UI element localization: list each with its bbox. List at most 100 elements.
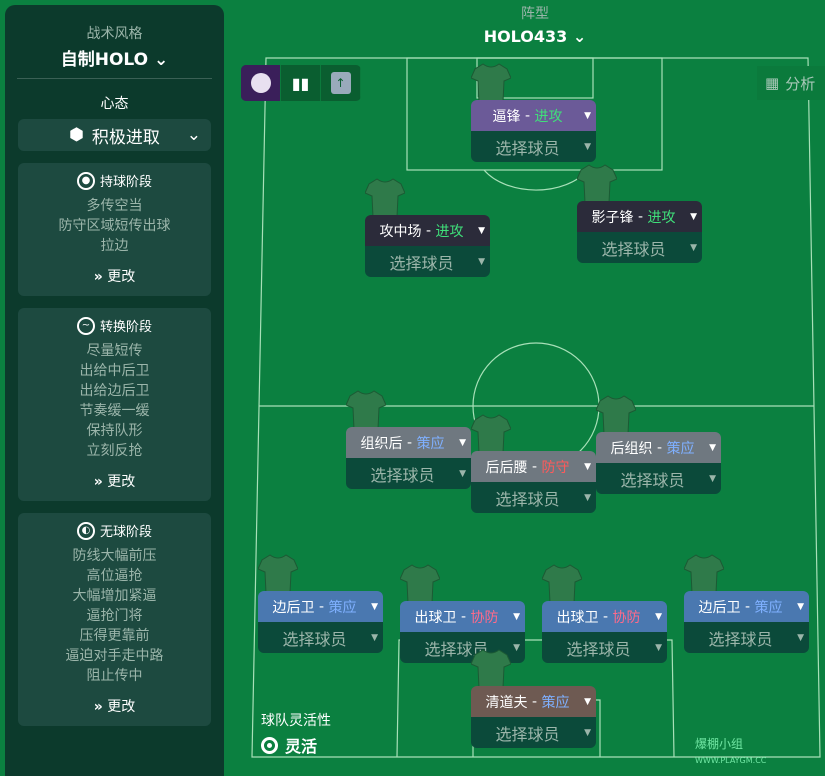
player-select[interactable]: 选择球员 ▼ — [596, 463, 721, 494]
formation-value: HOLO433 — [483, 27, 568, 46]
formation-label: 阵型 — [521, 6, 549, 22]
role-dropdown[interactable]: 后组织 - 策应 ▼ — [596, 432, 721, 463]
duty-name: 策应 — [541, 694, 570, 711]
change-button[interactable]: » 更改 — [18, 266, 211, 286]
role-dropdown[interactable]: 逼锋 - 进攻 ▼ — [471, 100, 596, 131]
tactic-style-dropdown[interactable]: 自制HOLO ⌄ — [5, 45, 224, 70]
position-slot: 攻中场 - 进攻 ▼ 选择球员 ▼ — [364, 177, 490, 277]
divider — [17, 78, 212, 79]
defense-icon: ◐ — [76, 521, 95, 540]
phase-instruction: 逼抢门将 — [86, 608, 143, 624]
role-dropdown[interactable]: 边后卫 - 策应 ▼ — [258, 591, 383, 622]
phase-instruction: 大幅增加紧逼 — [72, 588, 157, 604]
duty-name: 进攻 — [534, 108, 563, 125]
player-select[interactable]: 选择球员 ▼ — [684, 622, 809, 653]
role-dropdown[interactable]: 攻中场 - 进攻 ▼ — [365, 215, 490, 246]
role-name: 边后卫 — [698, 599, 741, 616]
instructions-view-button[interactable]: ↑ — [321, 65, 361, 101]
caret-down-icon: ▼ — [797, 601, 804, 612]
position-slot: 后组织 - 策应 ▼ 选择球员 ▼ — [595, 394, 721, 494]
change-button[interactable]: » 更改 — [18, 696, 211, 716]
formation-header: 阵型 HOLO433 ⌄ — [400, 3, 670, 46]
player-select-label: 选择球员 — [424, 639, 489, 659]
shirt-icon — [399, 564, 441, 604]
phase-instruction: 多传空当 — [86, 198, 143, 214]
flexibility-value: 灵活 — [285, 737, 318, 756]
analysis-button[interactable]: ▦ 分析 — [757, 66, 825, 100]
caret-down-icon: ▼ — [584, 492, 591, 503]
phase-title: 无球阶段 — [99, 525, 152, 540]
player-select-label: 选择球员 — [370, 465, 435, 485]
shirt-icon — [541, 564, 583, 604]
phase-instruction: 保持队形 — [86, 423, 143, 439]
formation-dropdown[interactable]: HOLO433 ⌄ — [400, 27, 670, 46]
role-dropdown[interactable]: 边后卫 - 策应 ▼ — [684, 591, 809, 622]
phase-instruction: 立刻反抢 — [86, 443, 143, 459]
duty-name: 协防 — [470, 609, 499, 626]
player-select-label: 选择球员 — [601, 239, 666, 259]
position-slot: 影子锋 - 进攻 ▼ 选择球员 ▼ — [576, 163, 702, 263]
phase-instruction: 尽量短传 — [86, 343, 143, 359]
caret-down-icon: ▼ — [513, 611, 520, 622]
shirt-icon — [364, 178, 406, 218]
caret-down-icon: ▼ — [584, 141, 591, 152]
phase-title: 转换阶段 — [99, 320, 152, 335]
phase-instruction: 阻止传中 — [86, 668, 143, 684]
phase-card: ~ 转换阶段 尽量短传 出给中后卫 出给边后卫 节奏缓一缓 保持队形 立刻反抢 » 更改 — [18, 308, 211, 501]
caret-down-icon: ▼ — [584, 696, 591, 707]
role-dropdown[interactable]: 后后腰 - 防守 ▼ — [471, 451, 596, 482]
shirt-icon — [683, 554, 725, 594]
role-name: 攻中场 — [379, 223, 422, 240]
position-slot: 组织后 - 策应 ▼ 选择球员 ▼ — [345, 389, 471, 489]
player-view-button[interactable] — [241, 65, 281, 101]
phase-card: ● 持球阶段 多传空当 防守区域短传出球 拉边 » 更改 — [18, 163, 211, 296]
duty-name: 策应 — [666, 440, 695, 457]
caret-down-icon: ▼ — [584, 461, 591, 472]
caret-down-icon: ▼ — [709, 442, 716, 453]
player-select-label: 选择球员 — [620, 470, 685, 490]
stats-view-button[interactable]: ▮▮ — [281, 65, 321, 101]
analysis-label: 分析 — [785, 74, 816, 93]
caret-down-icon: ▼ — [459, 468, 466, 479]
target-icon — [261, 736, 278, 754]
mentality-dropdown[interactable]: ⬢ 积极进取 ⌄ — [18, 119, 211, 151]
role-dropdown[interactable]: 组织后 - 策应 ▼ — [346, 427, 471, 458]
duty-name: 策应 — [416, 435, 445, 452]
phase-card: ◐ 无球阶段 防线大幅前压 高位逼抢 大幅增加紧逼 逼抢门将 压得更靠前 逼迫对手走中路 阻止传… — [18, 513, 211, 726]
phase-instruction: 防线大幅前压 — [72, 548, 157, 564]
role-dropdown[interactable]: 出球卫 - 协防 ▼ — [400, 601, 525, 632]
caret-down-icon: ▼ — [513, 642, 520, 653]
phase-title: 持球阶段 — [99, 175, 152, 190]
role-dropdown[interactable]: 出球卫 - 协防 ▼ — [542, 601, 667, 632]
role-name: 清道夫 — [485, 694, 528, 711]
phase-instruction: 防守区域短传出球 — [58, 218, 171, 234]
player-select-label: 选择球员 — [495, 724, 560, 744]
player-select-label: 选择球员 — [389, 253, 454, 273]
player-select[interactable]: 选择球员 ▼ — [346, 458, 471, 489]
position-slot: 边后卫 - 策应 ▼ 选择球员 ▼ — [683, 553, 809, 653]
caret-down-icon: ▼ — [459, 437, 466, 448]
caret-down-icon: ▼ — [709, 473, 716, 484]
player-select[interactable]: 选择球员 ▼ — [471, 482, 596, 513]
caret-down-icon: ▼ — [690, 211, 697, 222]
duty-name: 协防 — [612, 609, 641, 626]
player-select[interactable]: 选择球员 ▼ — [471, 717, 596, 748]
change-button[interactable]: » 更改 — [18, 471, 211, 491]
player-select[interactable]: 选择球员 ▼ — [258, 622, 383, 653]
player-select[interactable]: 选择球员 ▼ — [365, 246, 490, 277]
team-flexibility[interactable]: 球队灵活性 灵活 — [261, 710, 331, 757]
role-dropdown[interactable]: 清道夫 - 策应 ▼ — [471, 686, 596, 717]
player-select-label: 选择球员 — [282, 629, 347, 649]
player-select[interactable]: 选择球员 ▼ — [542, 632, 667, 663]
player-select[interactable]: 选择球员 ▼ — [471, 131, 596, 162]
view-toolbar: ▮▮ ↑ — [241, 65, 361, 101]
tactic-style-label: 战术风格 — [86, 26, 143, 42]
duty-name: 策应 — [754, 599, 783, 616]
role-name: 组织后 — [360, 435, 403, 452]
role-dropdown[interactable]: 影子锋 - 进攻 ▼ — [577, 201, 702, 232]
player-select[interactable]: 选择球员 ▼ — [577, 232, 702, 263]
caret-down-icon: ▼ — [478, 256, 485, 267]
person-icon — [250, 73, 271, 93]
phase-instruction: 压得更靠前 — [79, 628, 150, 644]
chevron-down-icon: ⌄ — [186, 125, 201, 145]
